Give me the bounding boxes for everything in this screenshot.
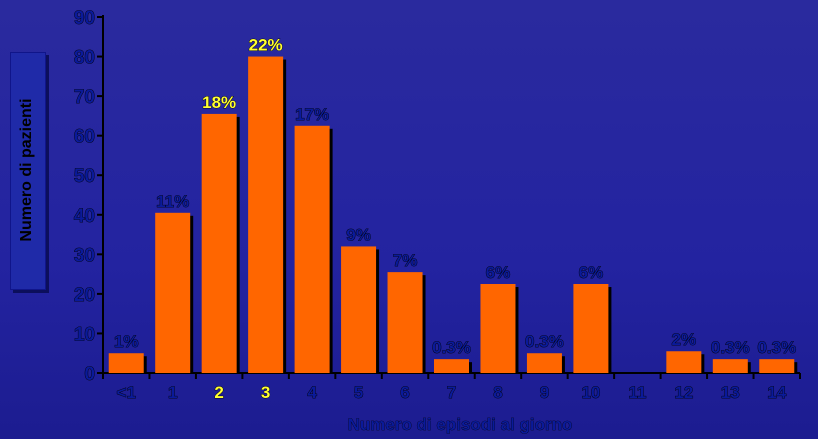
x-tick-label: 3 <box>261 383 270 402</box>
data-label: 17% <box>295 105 329 124</box>
bar <box>759 359 795 373</box>
data-label: 1% <box>114 332 139 351</box>
bar <box>248 56 284 374</box>
x-tick-label: 13 <box>721 383 740 402</box>
data-label: 0.3% <box>432 338 471 357</box>
data-label: 18% <box>202 93 236 112</box>
data-label: 6% <box>486 263 511 282</box>
x-tick-label: 11 <box>628 383 646 402</box>
y-tick-label: 0 <box>84 364 95 385</box>
bar <box>341 246 377 373</box>
bar <box>434 359 469 373</box>
x-axis-label: Numero di episodi al giorno <box>348 415 573 434</box>
x-tick-label: 1 <box>168 383 177 402</box>
bar <box>201 113 237 374</box>
y-tick-label: 20 <box>74 285 95 306</box>
x-tick-label: 14 <box>767 383 786 402</box>
bar <box>294 125 330 374</box>
data-label: 0.3% <box>757 338 796 357</box>
data-label: 2% <box>672 330 697 349</box>
x-tick-label: <1 <box>117 383 136 402</box>
x-tick-label: 6 <box>400 383 409 402</box>
x-tick-label: 7 <box>447 383 456 402</box>
x-tick-label: 10 <box>581 383 600 402</box>
bar <box>155 212 191 373</box>
bar <box>666 351 702 373</box>
x-tick-label: 2 <box>214 383 223 402</box>
data-label: 0.3% <box>711 338 750 357</box>
y-tick-label: 30 <box>74 245 95 266</box>
y-tick-label: 40 <box>74 206 95 227</box>
data-label: 7% <box>393 251 418 270</box>
y-tick-label: 50 <box>74 166 95 187</box>
x-tick-label: 9 <box>540 383 549 402</box>
y-tick-label: 90 <box>74 8 95 29</box>
y-tick-label: 10 <box>74 324 95 345</box>
x-tick-label: 4 <box>307 383 317 402</box>
y-tick-label: 80 <box>74 48 95 69</box>
y-tick-label: 70 <box>74 87 95 108</box>
y-tick-label: 60 <box>74 127 95 148</box>
data-label: 9% <box>346 225 371 244</box>
data-label: 22% <box>249 36 283 55</box>
data-label: 0.3% <box>525 332 564 351</box>
bar <box>573 284 609 373</box>
bar <box>526 353 562 373</box>
x-tick-label: 8 <box>493 383 502 402</box>
y-axis-label-box <box>10 52 46 290</box>
x-tick-label: 5 <box>354 383 363 402</box>
data-label: 6% <box>579 263 604 282</box>
bar <box>480 284 516 373</box>
bar <box>712 359 748 373</box>
bar <box>108 353 144 373</box>
bar <box>387 272 423 373</box>
x-tick-label: 12 <box>674 383 693 402</box>
data-label: 11% <box>156 192 189 211</box>
